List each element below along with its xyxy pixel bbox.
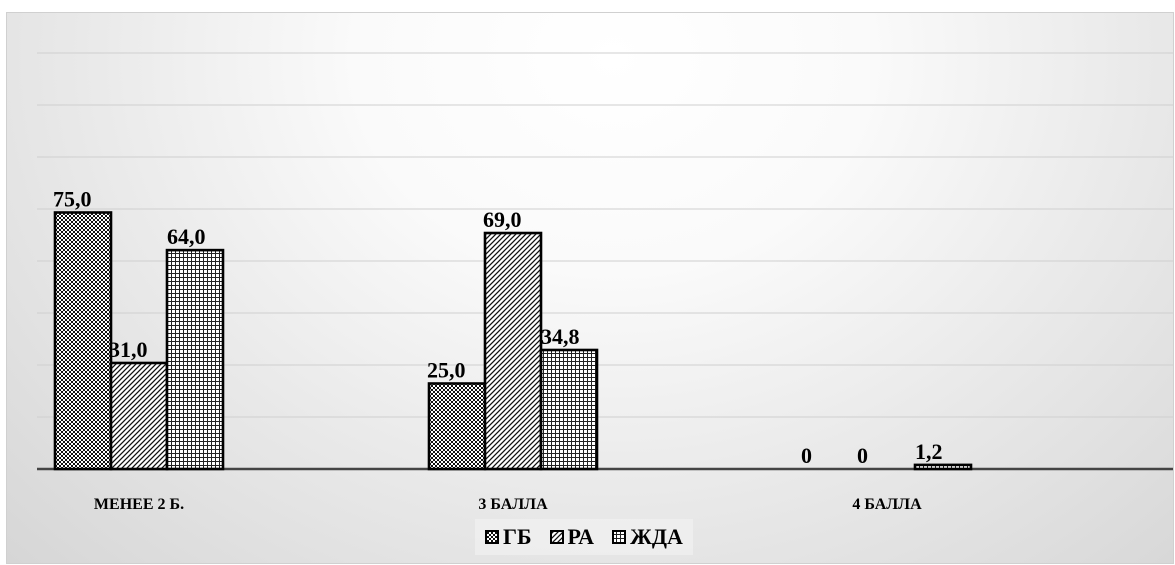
data-label-ra-2: 69,0 xyxy=(483,207,522,232)
legend-swatch-gb xyxy=(485,530,499,544)
category-labels: МЕНЕЕ 2 Б. 3 БАЛЛА 4 БАЛЛА xyxy=(94,496,922,513)
bar-gb-1 xyxy=(53,211,113,471)
legend-item-gb: ГБ xyxy=(485,524,532,550)
legend-swatch-ra xyxy=(549,530,564,544)
data-label-gb-1: 75,0 xyxy=(53,187,92,212)
chart-area: 75,0 31,0 64,0 25,0 69,0 34,8 0 0 1,2 МЕНЕЕ 2 Б.… xyxy=(6,12,1174,564)
bars xyxy=(53,211,973,471)
data-label-zhda-1: 64,0 xyxy=(167,224,206,249)
data-label-zhda-3: 1,2 xyxy=(915,439,943,464)
legend-swatch-zhda xyxy=(612,530,627,544)
bar-zhda-3 xyxy=(913,463,973,471)
bar-zhda-1 xyxy=(165,248,225,471)
bar-chart: 75,0 31,0 64,0 25,0 69,0 34,8 0 0 1,2 МЕНЕЕ 2 Б.… xyxy=(37,52,1173,513)
data-label-ra-3: 0 xyxy=(857,443,868,468)
data-label-ra-1: 31,0 xyxy=(109,337,148,362)
gridlines xyxy=(37,52,1173,471)
category-label-3: 4 БАЛЛА xyxy=(852,496,922,513)
legend-label-zhda: ЖДА xyxy=(630,524,683,549)
legend-label-ra: РА xyxy=(567,524,595,549)
data-label-gb-2: 25,0 xyxy=(427,358,466,383)
bar-zhda-2 xyxy=(539,348,599,471)
data-label-gb-3: 0 xyxy=(801,443,812,468)
legend-label-gb: ГБ xyxy=(503,524,532,549)
data-labels: 75,0 31,0 64,0 25,0 69,0 34,8 0 0 1,2 xyxy=(53,187,943,469)
category-label-2: 3 БАЛЛА xyxy=(478,496,548,513)
bar-ra-2 xyxy=(483,231,543,471)
legend-item-ra: РА xyxy=(549,524,595,550)
legend: ГБ РА ЖДА xyxy=(475,519,693,555)
data-label-zhda-2: 34,8 xyxy=(541,324,580,349)
legend-item-zhda: ЖДА xyxy=(612,524,683,550)
category-label-1: МЕНЕЕ 2 Б. xyxy=(94,496,184,513)
bar-gb-2 xyxy=(427,382,487,471)
bar-ra-1 xyxy=(109,361,169,471)
